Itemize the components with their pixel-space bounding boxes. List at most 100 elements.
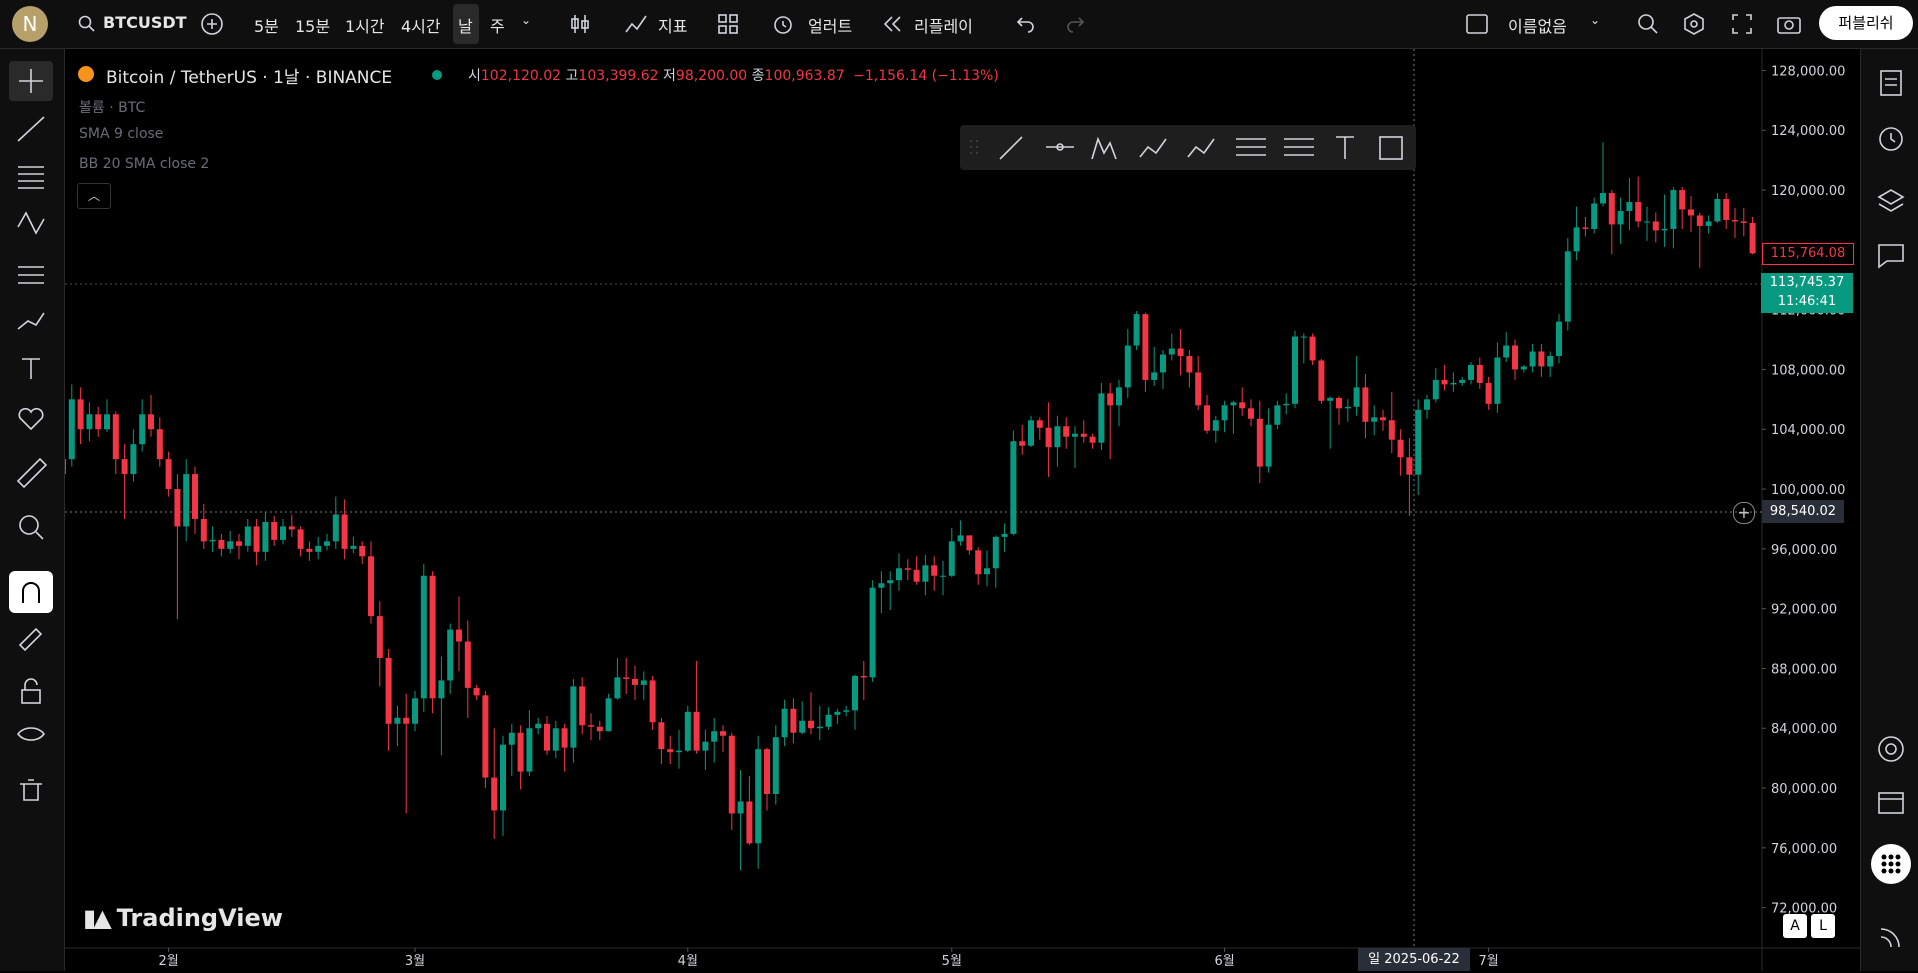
candle-body xyxy=(112,414,119,460)
interval[interactable]: 4시간 xyxy=(401,17,441,36)
y-tick-label: 76,000.00 xyxy=(1771,842,1837,857)
candle-body xyxy=(1054,426,1061,448)
candle-body xyxy=(1168,348,1175,355)
candle-body xyxy=(1432,379,1439,400)
auto-scale[interactable]: A xyxy=(1783,914,1807,938)
candle-body xyxy=(1160,354,1166,373)
candle-body xyxy=(1538,351,1545,367)
y-tick-label: 108,000.00 xyxy=(1771,363,1845,378)
candle-body xyxy=(376,616,383,658)
candle-body xyxy=(227,541,234,549)
candle-body xyxy=(614,677,621,699)
search-icon xyxy=(78,15,95,32)
candle-body xyxy=(1089,436,1096,443)
interval-active[interactable]: 날 xyxy=(458,17,473,36)
candle-body xyxy=(341,514,348,549)
countdown: 11:46:41 xyxy=(1777,294,1837,309)
indicator-legend[interactable]: 볼륨 · BTC xyxy=(79,100,146,116)
candle-body xyxy=(1195,372,1202,406)
replay-icon xyxy=(883,16,901,32)
candle-body xyxy=(667,749,674,753)
candle-body xyxy=(508,732,515,745)
candle-body xyxy=(1036,420,1043,428)
candle-body xyxy=(737,801,744,814)
candle-body xyxy=(1177,348,1184,356)
layout-icon[interactable] xyxy=(1465,13,1489,35)
candle-body xyxy=(385,657,392,724)
candle-body xyxy=(1028,420,1034,446)
candle-body xyxy=(315,545,322,552)
redo[interactable] xyxy=(1064,14,1086,34)
candle-body xyxy=(790,708,797,733)
candle-body xyxy=(517,732,524,772)
y-tick-label: 92,000.00 xyxy=(1771,603,1837,618)
label: 저 xyxy=(663,68,676,84)
interval[interactable]: 1시간 xyxy=(345,17,385,36)
undo[interactable] xyxy=(1015,14,1037,34)
candle-body xyxy=(359,545,366,557)
interval-more[interactable]: ⌄ xyxy=(521,13,532,27)
candle-body xyxy=(1221,405,1228,421)
indicator-legend[interactable]: SMA 9 close xyxy=(79,126,164,142)
layout-name[interactable]: 이름없음 xyxy=(1508,17,1567,36)
x-tick-label: 7월 xyxy=(1478,954,1498,969)
candle-body xyxy=(280,526,286,540)
quick-search[interactable] xyxy=(1636,12,1660,36)
candle-body xyxy=(262,521,269,552)
candle-body xyxy=(429,575,436,699)
chart-type[interactable] xyxy=(568,12,592,36)
candle-body xyxy=(156,429,163,460)
candle-body xyxy=(596,726,603,732)
alerts-button[interactable]: 얼러트 xyxy=(808,17,853,36)
candle-body xyxy=(984,568,990,575)
candle-body xyxy=(1124,345,1131,388)
y-tick-label: 124,000.00 xyxy=(1771,124,1845,139)
collapse-legend[interactable]: ︿ xyxy=(77,183,111,209)
interval[interactable]: 주 xyxy=(490,17,505,36)
indicator-icon xyxy=(625,15,647,33)
avatar[interactable]: N xyxy=(12,6,48,42)
low: 98,200.00 xyxy=(675,68,748,84)
interval[interactable]: 5분 xyxy=(254,17,279,36)
candle-body xyxy=(271,521,278,540)
candle-body xyxy=(456,629,462,642)
candle-body xyxy=(728,735,735,814)
interval[interactable]: 15분 xyxy=(295,17,331,36)
current-price-label: 113,745.37 11:46:41 xyxy=(1761,273,1853,313)
candle-body xyxy=(165,459,172,490)
candle-body xyxy=(966,535,973,551)
high: 103,399.62 xyxy=(578,68,659,84)
candle-body xyxy=(931,565,938,576)
candle-body xyxy=(1714,199,1721,222)
candle-body xyxy=(332,514,339,542)
candle-body xyxy=(1749,222,1756,254)
settings[interactable] xyxy=(1682,12,1706,36)
candle-body xyxy=(1459,379,1466,383)
add-symbol[interactable] xyxy=(200,12,224,36)
candle-body xyxy=(200,518,207,542)
candle-body xyxy=(1380,417,1386,421)
screenshot[interactable] xyxy=(1776,12,1802,36)
replay-button[interactable]: 리플레이 xyxy=(914,17,973,36)
indicators-button[interactable]: 지표 xyxy=(658,17,688,36)
y-tick-label: 84,000.00 xyxy=(1771,722,1837,737)
candle-body xyxy=(632,678,638,685)
candle-body xyxy=(491,777,498,811)
indicator-legend[interactable]: BB 20 SMA close 2 xyxy=(79,156,210,172)
side-panel xyxy=(1860,49,1918,971)
symbol[interactable]: BTCUSDT xyxy=(103,13,187,32)
top-toolbar: N BTCUSDT 5분 15분 1시간 4시간 날 주 ⌄ 지표 얼러트 리플… xyxy=(0,0,1918,49)
x-tick-label: 6월 xyxy=(1214,954,1234,969)
candle-body xyxy=(1670,190,1677,229)
close: 100,963.87 xyxy=(764,68,845,84)
templates[interactable] xyxy=(716,12,740,36)
log-scale[interactable]: L xyxy=(1811,914,1835,938)
add-alert[interactable]: + xyxy=(1733,502,1755,524)
candle-body xyxy=(350,545,357,549)
fullscreen[interactable] xyxy=(1730,12,1754,36)
chart-area: 72,000.00 76,000.00 80,000.00 84,000.00 88,0… xyxy=(65,49,1860,971)
candle-body xyxy=(1371,417,1378,422)
candle-body xyxy=(1415,409,1422,475)
publish-button[interactable]: 퍼블리쉬 xyxy=(1819,6,1913,40)
candle-body xyxy=(1001,533,1008,537)
